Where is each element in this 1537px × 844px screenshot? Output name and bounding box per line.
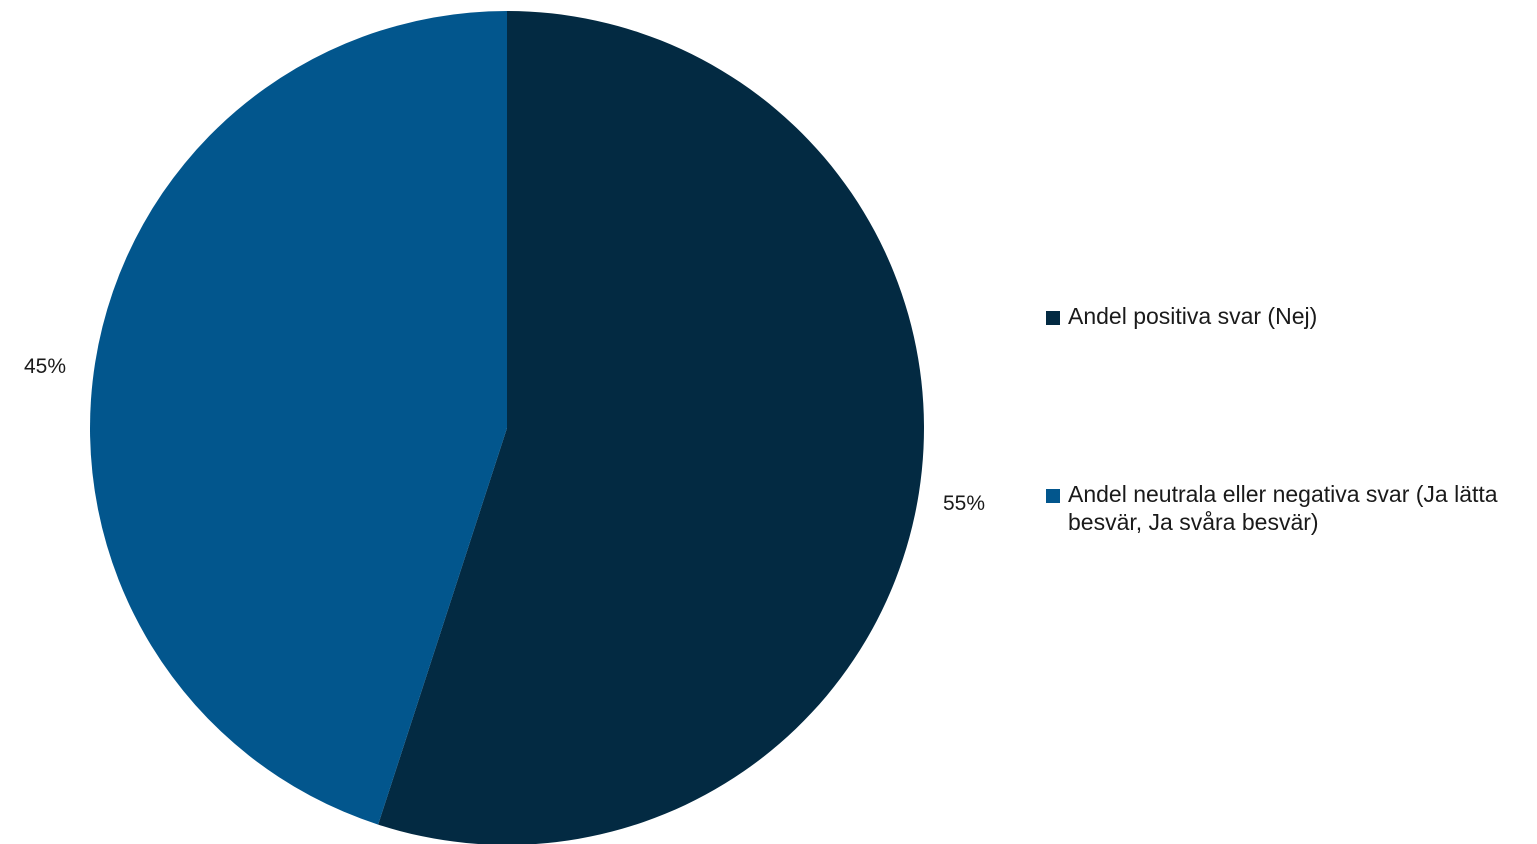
legend-item-neutral-negative: Andel neutrala eller negativa svar (Ja l… [1046,480,1534,536]
pie-slice-neutral-negative [90,11,507,825]
legend-swatch-positive [1046,311,1060,325]
pie-data-labels: 55% 45% [24,355,985,515]
legend-swatch-neutral-negative [1046,489,1060,503]
legend-item-positive: Andel positiva svar (Nej) [1046,302,1534,330]
data-label-neutral-negative: 45% [24,355,66,378]
pie-slice-positive [378,11,924,844]
legend: Andel positiva svar (Nej) Andel neutrala… [1046,302,1534,536]
data-label-positive: 55% [943,492,985,515]
legend-label-positive: Andel positiva svar (Nej) [1068,303,1318,329]
pie-slices [90,11,924,844]
legend-label-neutral-negative: Andel neutrala eller negativa svar (Ja l… [1068,481,1498,535]
